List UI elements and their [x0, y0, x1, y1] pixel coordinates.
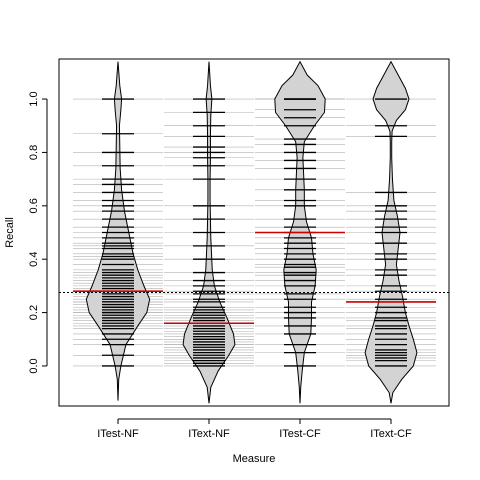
x-axis: ITest-NF IText-NF ITest-CF IText-CF	[97, 418, 412, 440]
x-axis-label: Measure	[233, 453, 276, 465]
y-tick-label: 0.8	[28, 145, 40, 160]
y-axis-label: Recall	[4, 217, 16, 248]
x-tick-label: IText-NF	[188, 428, 230, 440]
plot-frame	[58, 58, 450, 407]
y-tick-label: 0.2	[28, 305, 40, 320]
bean-ITest-NF	[85, 61, 151, 401]
y-tick-label: 0.6	[28, 198, 40, 213]
x-tick-label: IText-CF	[370, 428, 412, 440]
y-tick-label: 1.0	[28, 91, 40, 106]
y-tick-label: 0.0	[28, 358, 40, 373]
group-means	[73, 231, 436, 325]
x-tick-label: ITest-CF	[279, 428, 321, 440]
beans	[85, 60, 418, 404]
y-axis: 0.0 0.2 0.4 0.6 0.8 1.0	[28, 91, 48, 374]
y-tick-label: 0.4	[28, 252, 40, 267]
x-tick-label: ITest-NF	[97, 428, 139, 440]
